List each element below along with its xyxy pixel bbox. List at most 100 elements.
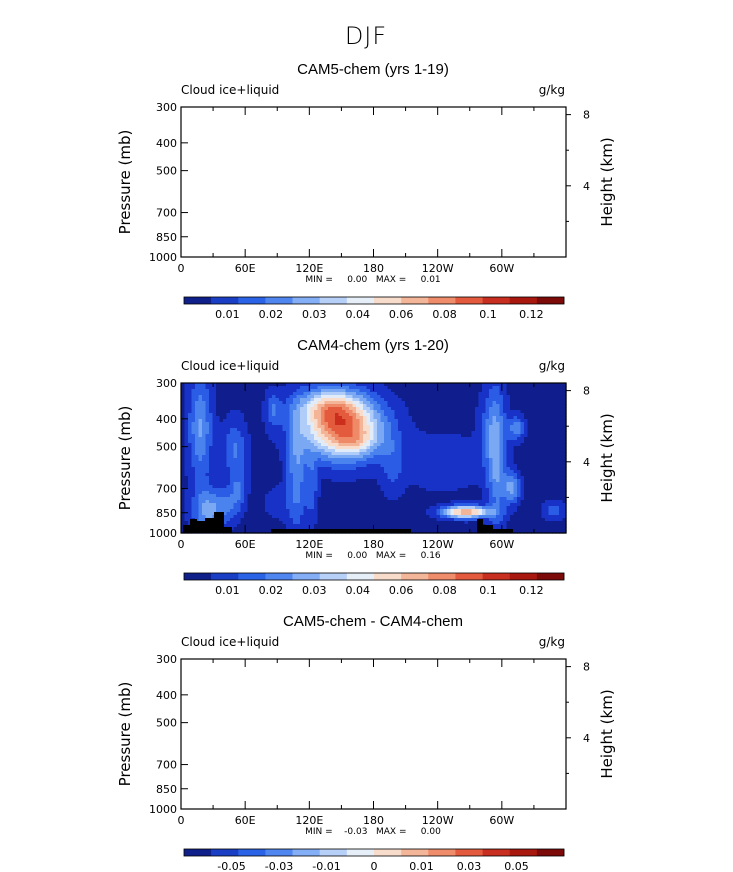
heatmap-cell [436, 413, 441, 417]
heatmap-cell [496, 407, 501, 411]
heatmap-cell [265, 512, 270, 516]
heatmap-cell [384, 461, 389, 465]
heatmap-cell [405, 416, 410, 420]
heatmap-cell [387, 470, 392, 474]
heatmap-cell [443, 488, 448, 492]
heatmap-cell [464, 500, 469, 504]
heatmap-cell [443, 437, 448, 441]
heatmap-cell [240, 515, 245, 519]
heatmap-cell [538, 509, 543, 513]
heatmap-cell [240, 482, 245, 486]
heatmap-cell [531, 422, 536, 426]
heatmap-cell [426, 515, 431, 519]
heatmap-cell [380, 395, 385, 399]
heatmap-cell [503, 500, 508, 504]
heatmap-cell [496, 482, 501, 486]
heatmap-cell [454, 467, 459, 471]
heatmap-cell [258, 503, 263, 507]
heatmap-cell [286, 488, 291, 492]
heatmap-cell [254, 413, 259, 417]
heatmap-cell [258, 437, 263, 441]
heatmap-cell [485, 473, 490, 477]
heatmap-cell [457, 482, 462, 486]
heatmap-cell [485, 425, 490, 429]
heatmap-cell [296, 506, 301, 510]
heatmap-cell [300, 392, 305, 396]
heatmap-cell [391, 425, 396, 429]
heatmap-cell [303, 443, 308, 447]
heatmap-cell [345, 491, 350, 495]
heatmap-cell [531, 509, 536, 513]
heatmap-cell [209, 512, 214, 516]
heatmap-cell [335, 440, 340, 444]
heatmap-cell [268, 461, 273, 465]
heatmap-cell [314, 401, 319, 405]
heatmap-cell [345, 401, 350, 405]
heatmap-cell [356, 425, 361, 429]
heatmap-cell [545, 392, 550, 396]
heatmap-cell [268, 422, 273, 426]
heatmap-cell [202, 431, 207, 435]
heatmap-cell [370, 491, 375, 495]
heatmap-cell [244, 389, 249, 393]
colorbar-frame [183, 296, 565, 305]
heatmap-cell [377, 410, 382, 414]
heatmap-cell [433, 449, 438, 453]
heatmap-cell [181, 494, 186, 498]
heatmap-cell [499, 473, 504, 477]
heatmap-cell [359, 455, 364, 459]
heatmap-cell [226, 413, 231, 417]
heatmap-cell [412, 443, 417, 447]
heatmap-cell [555, 428, 560, 432]
heatmap-cell [447, 395, 452, 399]
heatmap-cell [478, 497, 483, 501]
heatmap-cell [426, 398, 431, 402]
heatmap-cell [496, 446, 501, 450]
heatmap-cell [191, 449, 196, 453]
heatmap-cell [251, 428, 256, 432]
heatmap-cell [191, 428, 196, 432]
heatmap-cells [181, 383, 567, 534]
heatmap-cell [562, 428, 567, 432]
heatmap-cell [496, 452, 501, 456]
heatmap-cell [321, 506, 326, 510]
heatmap-cell [314, 491, 319, 495]
colorbar-label: 0.12 [519, 308, 544, 321]
heatmap-cell [478, 440, 483, 444]
heatmap-cell [247, 455, 252, 459]
heatmap-cell [419, 449, 424, 453]
heatmap-cell [461, 401, 466, 405]
heatmap-cell [478, 494, 483, 498]
heatmap-cell [307, 506, 312, 510]
heatmap-cell [520, 431, 525, 435]
heatmap-cell [328, 386, 333, 390]
heatmap-cell [307, 398, 312, 402]
heatmap-cell [534, 416, 539, 420]
heatmap-cell [468, 446, 473, 450]
heatmap-cell [555, 413, 560, 417]
heatmap-cell [387, 383, 392, 387]
heatmap-cell [524, 449, 529, 453]
heatmap-cell [356, 449, 361, 453]
heatmap-cell [471, 497, 476, 501]
heatmap-cell [520, 485, 525, 489]
heatmap-cell [555, 419, 560, 423]
heatmap-cell [468, 440, 473, 444]
heatmap-cell [482, 437, 487, 441]
heatmap-cell [216, 395, 221, 399]
heatmap-cell [254, 389, 259, 393]
heatmap-cell [401, 407, 406, 411]
heatmap-cell [352, 383, 357, 387]
heatmap-cell [272, 404, 277, 408]
heatmap-cell [321, 392, 326, 396]
heatmap-cell [286, 497, 291, 501]
heatmap-cell [412, 446, 417, 450]
heatmap-cell [345, 455, 350, 459]
heatmap-cell [545, 410, 550, 414]
heatmap-cell [555, 497, 560, 501]
heatmap-cell [272, 416, 277, 420]
heatmap-cell [513, 410, 518, 414]
heatmap-cell [401, 422, 406, 426]
heatmap-cell [454, 443, 459, 447]
heatmap-cell [450, 440, 455, 444]
